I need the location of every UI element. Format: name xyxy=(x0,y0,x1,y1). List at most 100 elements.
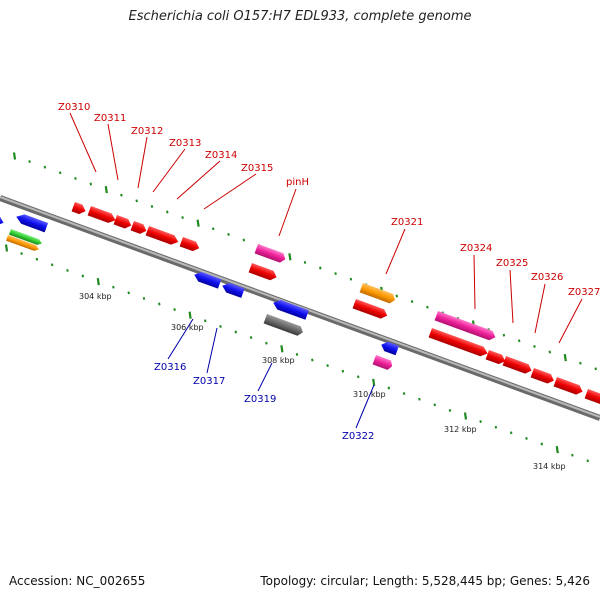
major-tick xyxy=(288,253,292,261)
gene-feature[interactable] xyxy=(502,356,534,375)
gene-feature[interactable] xyxy=(352,299,389,320)
minor-tick xyxy=(81,274,85,278)
minor-tick xyxy=(219,324,222,328)
gene-label[interactable]: pinH xyxy=(286,177,309,188)
gene-label[interactable]: Z0317 xyxy=(193,376,225,387)
label-connector-line xyxy=(69,112,97,173)
minor-tick xyxy=(112,285,115,289)
label-connector-line xyxy=(167,318,194,360)
gene-feature[interactable] xyxy=(179,237,201,253)
gene-feature[interactable] xyxy=(145,226,180,247)
minor-tick xyxy=(20,252,23,256)
scale-label: 314 kbp xyxy=(533,462,566,471)
gene-feature[interactable] xyxy=(15,212,49,233)
scale-label: 308 kbp xyxy=(262,356,295,365)
minor-tick xyxy=(387,386,391,390)
scale-ticks-top xyxy=(12,152,597,371)
gene-feature[interactable] xyxy=(380,340,399,356)
gene-feature[interactable] xyxy=(428,328,490,358)
gene-feature[interactable] xyxy=(130,221,149,236)
gene-feature[interactable] xyxy=(553,377,585,396)
gene-feature[interactable] xyxy=(530,368,556,385)
minor-tick xyxy=(433,403,436,407)
scale-label: 310 kbp xyxy=(353,390,386,399)
minor-tick xyxy=(173,308,176,312)
gene-label[interactable]: Z0311 xyxy=(94,113,126,124)
gene-feature[interactable] xyxy=(485,350,507,366)
label-connector-line xyxy=(176,160,221,200)
gene-features[interactable] xyxy=(0,202,600,407)
minor-tick xyxy=(43,165,47,169)
gene-feature[interactable] xyxy=(221,281,245,298)
major-tick xyxy=(104,185,108,194)
gene-feature[interactable] xyxy=(113,215,133,230)
minor-tick xyxy=(142,296,146,300)
gene-label[interactable]: Z0315 xyxy=(241,163,273,174)
minor-tick xyxy=(35,257,39,261)
minor-tick xyxy=(426,305,429,309)
gene-feature[interactable] xyxy=(372,355,394,371)
genome-summary-text: Topology: circular; Length: 5,528,445 bp… xyxy=(260,574,590,588)
gene-label[interactable]: Z0310 xyxy=(58,102,90,113)
gene-feature[interactable] xyxy=(359,283,397,305)
label-connector-line xyxy=(385,228,406,275)
label-connector-line xyxy=(558,298,583,344)
gene-label[interactable]: Z0324 xyxy=(460,243,492,254)
minor-tick xyxy=(319,266,322,270)
gene-label[interactable]: Z0327 xyxy=(568,287,600,298)
gene-feature[interactable] xyxy=(193,270,222,289)
gene-label[interactable]: Z0325 xyxy=(496,258,528,269)
gene-label[interactable]: Z0313 xyxy=(169,138,201,149)
major-tick xyxy=(188,311,192,319)
gene-label[interactable]: Z0314 xyxy=(205,150,237,161)
minor-tick xyxy=(127,291,130,295)
scale-label: 306 kbp xyxy=(171,323,204,332)
major-tick xyxy=(96,277,100,286)
gene-feature[interactable] xyxy=(0,214,5,228)
gene-feature[interactable] xyxy=(5,235,40,252)
minor-tick xyxy=(509,431,513,435)
minor-tick xyxy=(418,397,421,401)
label-connector-line xyxy=(137,136,148,189)
minor-tick xyxy=(135,199,138,203)
major-tick xyxy=(280,345,284,353)
label-connector-line xyxy=(355,384,375,429)
gene-feature[interactable] xyxy=(87,206,118,225)
gene-feature[interactable] xyxy=(248,263,279,282)
gene-feature[interactable] xyxy=(8,229,43,246)
minor-tick xyxy=(166,210,169,214)
gene-label[interactable]: Z0326 xyxy=(531,272,563,283)
minor-tick xyxy=(410,300,414,304)
minor-tick xyxy=(311,358,314,362)
major-tick xyxy=(555,445,559,454)
major-tick xyxy=(563,353,567,362)
minor-tick xyxy=(479,420,482,424)
minor-tick xyxy=(50,263,54,267)
label-connector-line xyxy=(473,254,476,310)
minor-tick xyxy=(517,339,521,343)
scale-labels: 304 kbp 306 kbp 308 kbp 310 kbp 312 kbp … xyxy=(79,292,566,471)
minor-tick xyxy=(58,171,62,175)
label-connector-line xyxy=(203,173,257,210)
scale-label: 304 kbp xyxy=(79,292,112,301)
scale-label: 312 kbp xyxy=(444,425,477,434)
gene-feature[interactable] xyxy=(71,202,88,216)
minor-tick xyxy=(548,350,552,354)
minor-tick xyxy=(594,367,597,371)
major-tick xyxy=(12,152,17,160)
gene-label[interactable]: Z0312 xyxy=(131,126,163,137)
gene-feature[interactable] xyxy=(263,314,305,337)
minor-tick xyxy=(395,294,399,298)
gene-label[interactable]: Z0319 xyxy=(244,394,276,405)
gene-label[interactable]: Z0322 xyxy=(342,431,374,442)
minor-tick xyxy=(66,268,69,272)
major-tick xyxy=(4,244,9,252)
minor-tick xyxy=(295,352,299,356)
gene-feature[interactable] xyxy=(584,389,600,407)
gene-label[interactable]: Z0321 xyxy=(391,217,423,228)
gene-feature[interactable] xyxy=(254,244,288,264)
gene-label[interactable]: Z0316 xyxy=(154,362,186,373)
gene-feature[interactable] xyxy=(272,298,309,320)
gene-feature[interactable] xyxy=(434,311,498,342)
